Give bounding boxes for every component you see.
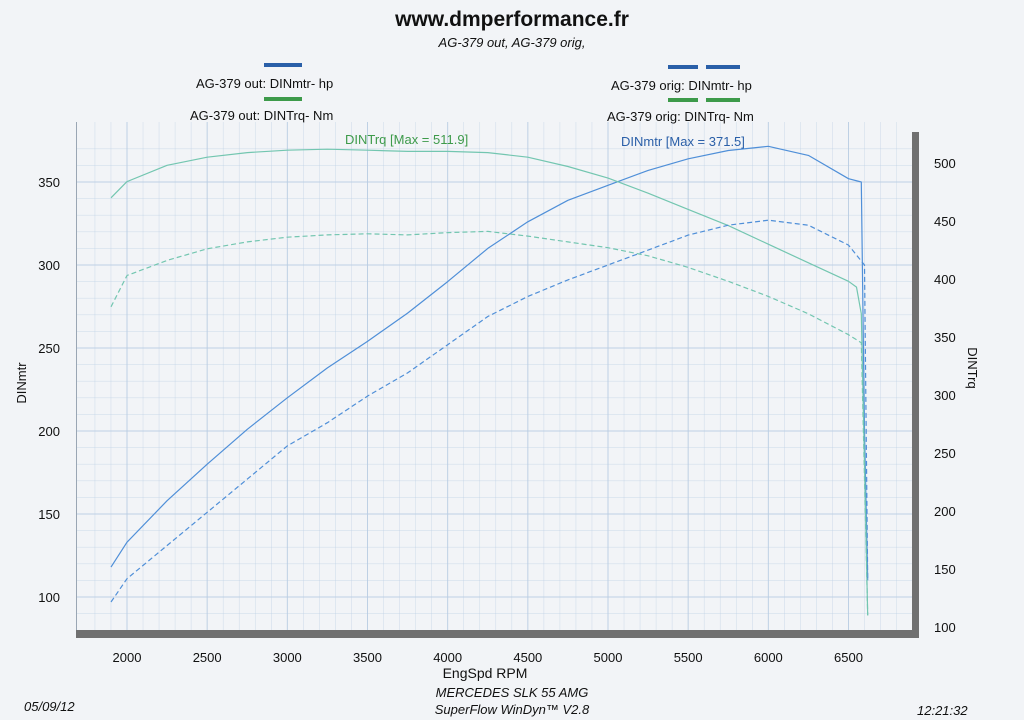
run-list-subtitle: AG-379 out, AG-379 orig,	[438, 35, 586, 50]
y-right-tick-label: 500	[934, 156, 956, 171]
x-tick-label: 5500	[674, 650, 703, 665]
x-tick-label: 3000	[273, 650, 302, 665]
legend-swatch-orig-torque-2	[706, 98, 740, 102]
legend-orig-torque: AG-379 orig: DINTrq- Nm	[607, 109, 754, 124]
torque-max-annotation: DINTrq [Max = 511.9]	[345, 132, 468, 147]
x-tick-label: 6500	[834, 650, 863, 665]
power-max-annotation: DINmtr [Max = 371.5]	[621, 134, 745, 149]
footer-vehicle: MERCEDES SLK 55 AMG	[435, 685, 589, 700]
legend-swatch-out-power	[264, 63, 302, 67]
x-axis-label: EngSpd RPM	[443, 665, 528, 681]
y-right-tick-label: 450	[934, 214, 956, 229]
x-tick-label: 6000	[754, 650, 783, 665]
legend-swatch-orig-power-2	[706, 65, 740, 69]
y-left-tick-label: 150	[38, 507, 60, 522]
y-axis-label-right: DINTrq	[965, 347, 980, 388]
legend-swatch-orig-torque-1	[668, 98, 698, 102]
y-right-tick-label: 200	[934, 504, 956, 519]
y-left-tick-label: 200	[38, 424, 60, 439]
legend-swatch-out-torque	[264, 97, 302, 101]
y-left-tick-label: 300	[38, 258, 60, 273]
axis-ticks: 2000 2500 3000 3500 4000 4500 5000 5500 6000 6500…	[38, 156, 955, 665]
footer-time: 12:21:32	[917, 703, 968, 718]
x-tick-label: 4000	[433, 650, 462, 665]
plot-frame-left	[76, 122, 77, 634]
y-right-tick-label: 150	[934, 562, 956, 577]
page-title: www.dmperformance.fr	[395, 8, 629, 31]
footer-date: 05/09/12	[24, 699, 75, 714]
y-left-tick-label: 250	[38, 341, 60, 356]
plot-frame-right	[912, 132, 919, 638]
y-right-tick-label: 350	[934, 330, 956, 345]
y-right-tick-label: 250	[934, 446, 956, 461]
footer-software: SuperFlow WinDyn™ V2.8	[434, 702, 590, 717]
x-tick-label: 2500	[193, 650, 222, 665]
legend-out-power: AG-379 out: DINmtr- hp	[196, 76, 334, 91]
y-left-tick-label: 100	[38, 590, 60, 605]
series-line-3	[110, 219, 869, 603]
legend-orig-power: AG-379 orig: DINmtr- hp	[611, 78, 752, 93]
series-line-2	[110, 148, 869, 616]
y-right-tick-label: 400	[934, 272, 956, 287]
y-left-tick-label: 350	[38, 175, 60, 190]
y-right-tick-label: 300	[934, 388, 956, 403]
y-right-tick-label: 100	[934, 620, 956, 635]
series-line-4	[110, 230, 869, 616]
legend-swatch-orig-power-1	[668, 65, 698, 69]
plot-frame-bottom	[76, 630, 916, 638]
y-axis-label-left: DINmtr	[14, 362, 29, 404]
series-lines	[110, 145, 869, 616]
legend-out-torque: AG-379 out: DINTrq- Nm	[190, 108, 334, 123]
chart-grid	[77, 122, 912, 630]
x-tick-label: 4500	[513, 650, 542, 665]
series-line-1	[110, 145, 869, 581]
x-tick-label: 3500	[353, 650, 382, 665]
x-tick-label: 2000	[113, 650, 142, 665]
x-tick-label: 5000	[594, 650, 623, 665]
